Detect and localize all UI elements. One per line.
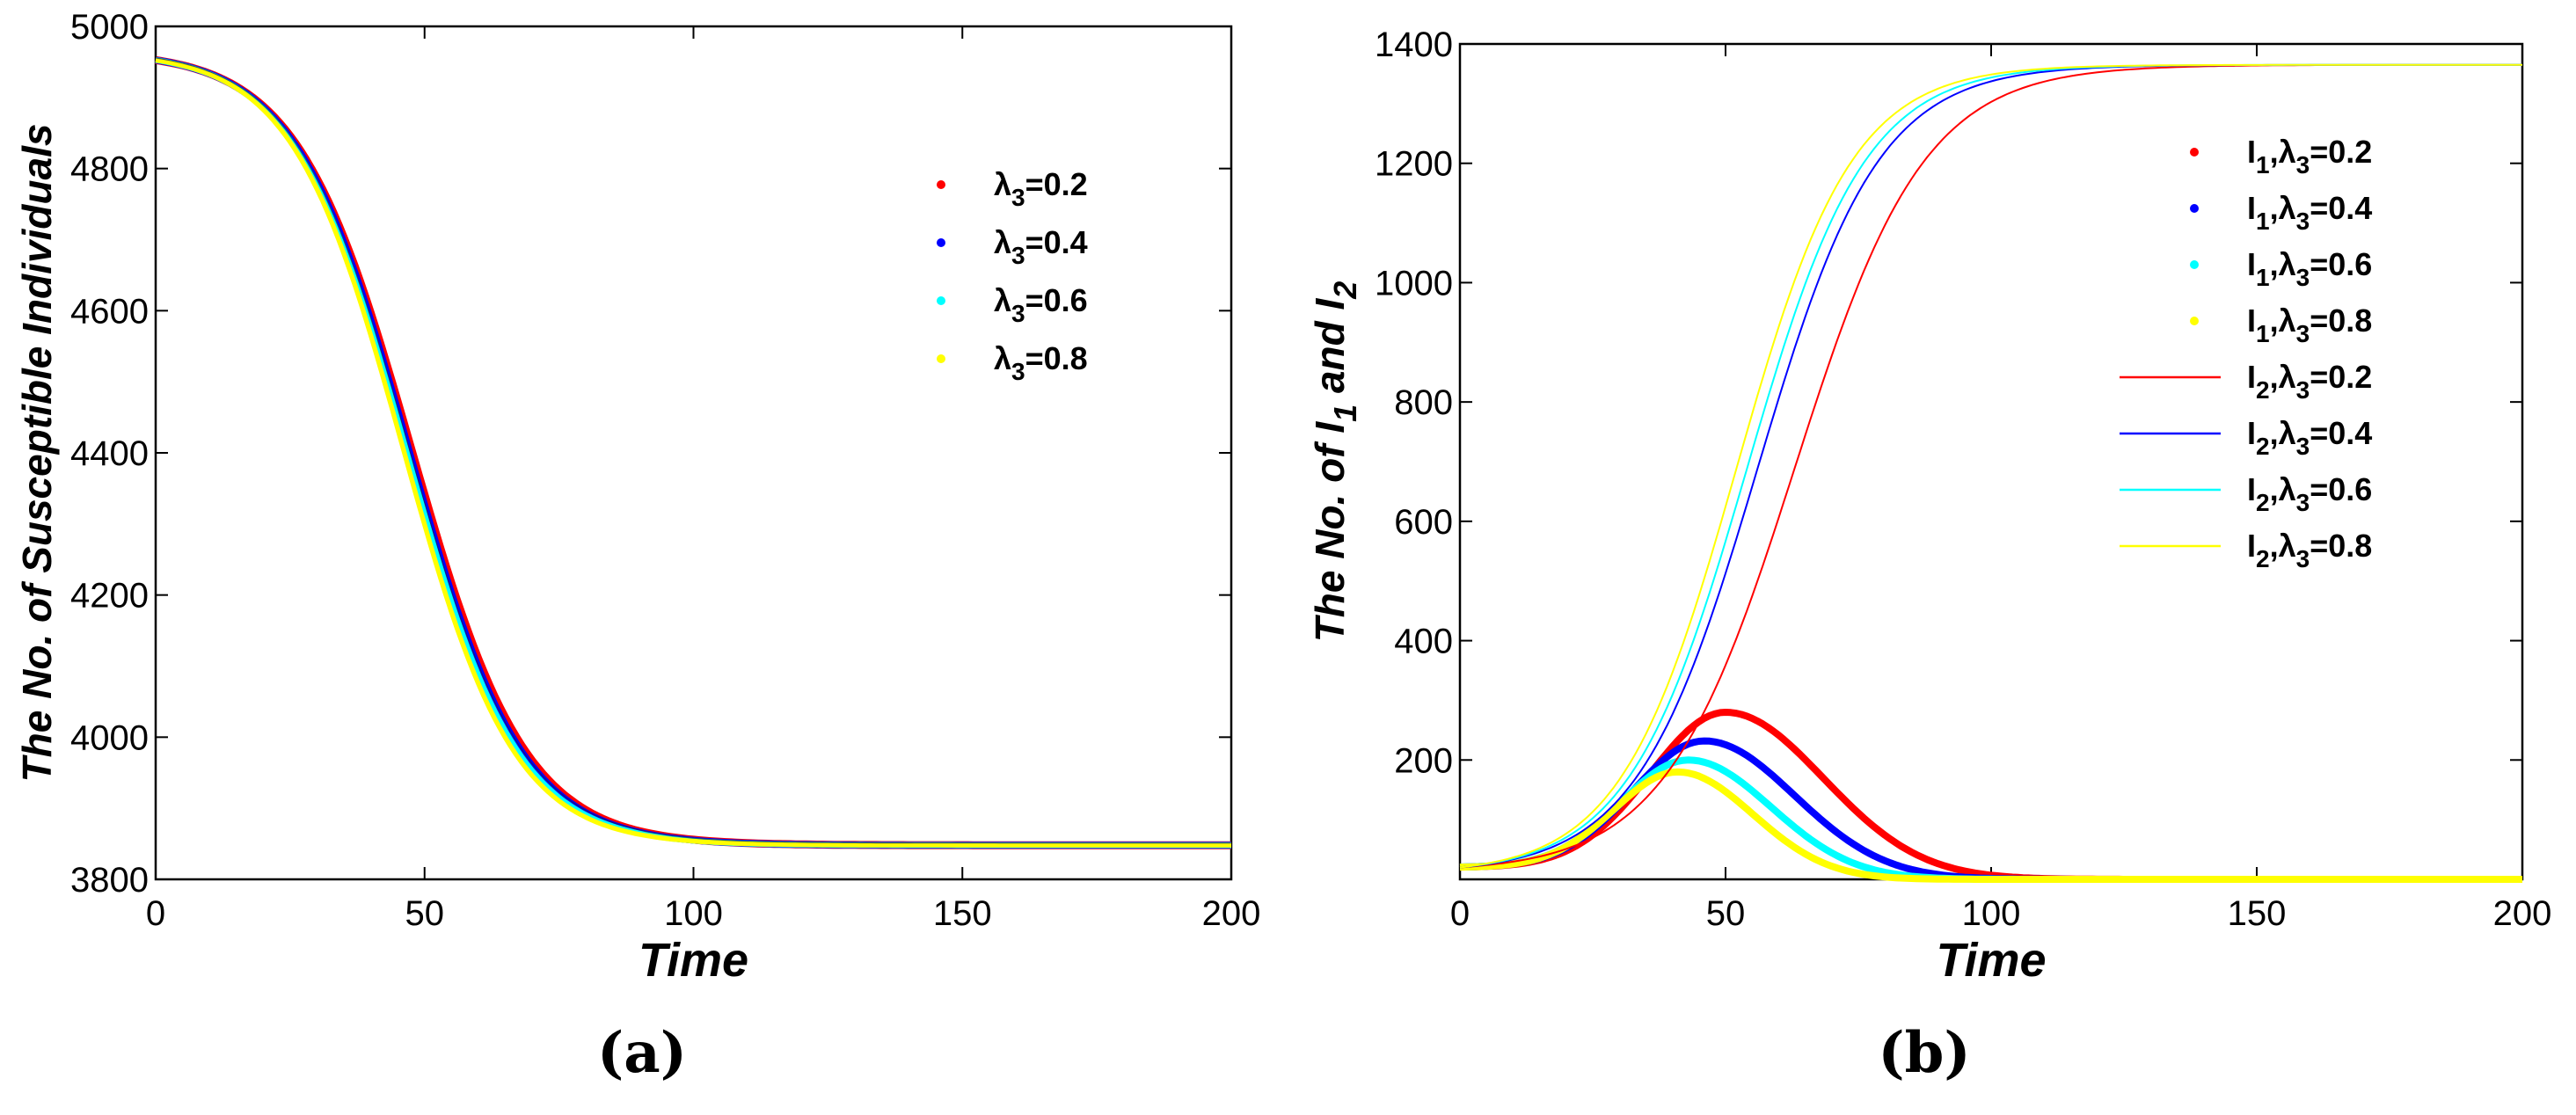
x-tick-label: 0 [146, 894, 165, 933]
legend-item: I1,λ3=0.8 [2190, 302, 2372, 347]
y-tick-label: 4000 [70, 718, 149, 757]
legend-marker [937, 354, 945, 363]
y-tick-label: 4400 [70, 434, 149, 473]
legend-marker [2190, 260, 2199, 269]
x-tick-label: 100 [664, 894, 723, 933]
panel-b-caption: (b) [1878, 1020, 1971, 1086]
legend-item: I2,λ3=0.8 [2120, 528, 2372, 572]
legend-item: λ3=0.6 [937, 282, 1088, 327]
x-tick-label: 200 [1202, 894, 1261, 933]
x-tick-label: 50 [1706, 894, 1746, 933]
y-tick-label: 3800 [70, 861, 149, 900]
series-b-1 [1459, 709, 2522, 883]
series-a-4 [155, 57, 1231, 848]
series-b-3 [1459, 756, 2522, 883]
legend-label: I1,λ3=0.6 [2247, 246, 2372, 291]
legend-marker [2190, 317, 2199, 325]
x-axis-label: Time [639, 934, 748, 987]
y-tick-label: 5000 [70, 8, 149, 47]
x-tick-label: 200 [2493, 894, 2552, 933]
legend-marker [2190, 204, 2199, 213]
y-tick-label: 600 [1394, 503, 1453, 542]
y-tick-label: 1200 [1375, 145, 1453, 184]
legend-item: λ3=0.8 [937, 340, 1088, 385]
legend-label: I2,λ3=0.8 [2247, 528, 2372, 572]
x-axis-label: Time [1936, 934, 2046, 987]
x-tick-label: 100 [1962, 894, 2021, 933]
legend-item: I2,λ3=0.2 [2120, 359, 2372, 404]
series-a-edge [155, 57, 1231, 844]
legend-item: I2,λ3=0.4 [2120, 415, 2372, 460]
y-tick-label: 4800 [70, 150, 149, 189]
x-tick-label: 150 [933, 894, 992, 933]
y-tick-label: 800 [1394, 383, 1453, 422]
legend-marker [937, 180, 945, 189]
panel-a-caption: (a) [596, 1020, 688, 1086]
series-b-6 [1459, 63, 2522, 869]
x-tick-label: 50 [405, 894, 445, 933]
panel-a-chart: 0 50 100 150 200 3800 4000 4200 4400 4600 4800 5000… [14, 8, 1260, 987]
x-tick-label: 150 [2228, 894, 2287, 933]
y-tick-label: 4600 [70, 292, 149, 331]
legend-label: λ3=0.8 [994, 340, 1088, 385]
panel-b-chart: 0 50 100 150 200 200 400 600 800 1000 1200 1400 Time… [1307, 26, 2551, 987]
y-tick-label: 1000 [1375, 264, 1453, 302]
y-tick-label: 400 [1394, 623, 1453, 661]
series-b-5 [1459, 63, 2522, 869]
legend-label: I1,λ3=0.2 [2247, 134, 2372, 179]
series-b-4 [1459, 768, 2522, 883]
legend-item: I1,λ3=0.2 [2190, 134, 2372, 179]
legend-item: λ3=0.2 [937, 166, 1088, 211]
legend-label: λ3=0.4 [994, 224, 1088, 269]
legend-marker [2190, 148, 2199, 157]
legend-label: I2,λ3=0.4 [2247, 415, 2372, 460]
y-tick-label: 4200 [70, 577, 149, 616]
legend-label: I1,λ3=0.4 [2247, 190, 2372, 235]
series-b-7 [1459, 63, 2522, 869]
plot-frame [154, 25, 1233, 881]
x-tick-label: 0 [1450, 894, 1470, 933]
legend-item: λ3=0.4 [937, 224, 1088, 269]
y-tick-label: 200 [1394, 741, 1453, 780]
series-b-2 [1459, 737, 2522, 883]
legend-item: I1,λ3=0.6 [2190, 246, 2372, 291]
legend-label: λ3=0.6 [994, 282, 1088, 327]
legend-marker [937, 296, 945, 305]
y-axis-label: The No. of Susceptible Individuals [14, 124, 60, 783]
legend-item: I2,λ3=0.6 [2120, 471, 2372, 516]
series-b-8 [1459, 63, 2522, 869]
legend-label: I2,λ3=0.2 [2247, 359, 2372, 404]
y-axis-label: The No. of I1 and I2 [1307, 281, 1363, 643]
legend-label: I1,λ3=0.8 [2247, 302, 2372, 347]
legend-item: I1,λ3=0.4 [2190, 190, 2372, 235]
y-tick-label: 1400 [1375, 26, 1453, 64]
legend-label: λ3=0.2 [994, 166, 1088, 211]
legend-marker [937, 238, 945, 247]
legend-label: I2,λ3=0.6 [2247, 471, 2372, 516]
